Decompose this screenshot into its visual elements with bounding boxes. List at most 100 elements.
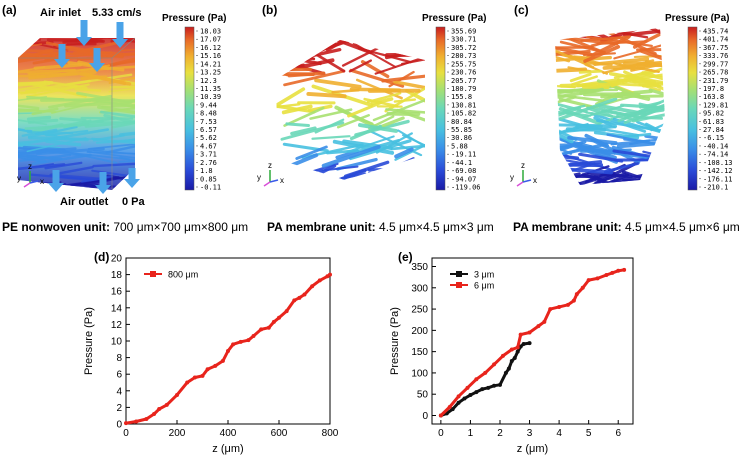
fiber (582, 61, 613, 67)
fiber (630, 63, 665, 72)
data-point (220, 358, 225, 363)
x-tick-label: 2 (497, 428, 503, 439)
fiber (555, 171, 616, 185)
data-point (438, 413, 443, 418)
fiber (21, 35, 77, 36)
fiber (555, 176, 582, 185)
fiber (290, 126, 317, 136)
colorbar-tick-label: 180.79 (451, 85, 476, 93)
fiber (593, 130, 640, 140)
fiber (298, 40, 350, 60)
caption-b: PA membrane unit: 4.5 μm×4.5 μm×3 μm (267, 220, 494, 234)
y-tick-label: 200 (411, 326, 428, 337)
data-point (616, 268, 621, 273)
y-tick-label: 18 (111, 270, 123, 281)
fiber (569, 72, 592, 83)
fiber (36, 147, 105, 156)
colorbar-tick-label: -0.11 (200, 184, 221, 192)
colorbar-tick-label: -40.14 (703, 142, 728, 150)
fiber (381, 74, 425, 83)
x-axis-label: z (μm) (517, 443, 548, 455)
fiber (18, 107, 57, 113)
data-point (465, 385, 470, 390)
fiber (597, 115, 619, 126)
fiber (348, 139, 412, 161)
fiber (105, 143, 135, 154)
data-point (557, 304, 562, 309)
colorbar-tick-label: 17.07 (200, 36, 221, 44)
fiber (633, 54, 665, 59)
caption-c-bold: PA membrane unit: (513, 220, 622, 234)
fiber (20, 85, 78, 95)
colorbar-tick-label: 5.62 (200, 134, 217, 142)
fiber (560, 167, 614, 175)
data-point (266, 325, 271, 330)
fiber (87, 150, 135, 160)
fiber (91, 137, 135, 147)
flow-arrowhead (89, 63, 105, 72)
x-tick-label: 0 (438, 428, 444, 439)
fiber (275, 58, 335, 76)
fiber (555, 49, 591, 59)
air-inlet-label: Air inlet (40, 7, 81, 19)
fiber (83, 72, 127, 86)
y-axis-label: Pressure (Pa) (83, 307, 95, 375)
axis-x-label: x (40, 177, 44, 186)
fiber (39, 51, 94, 57)
outlet-arrows (48, 168, 140, 194)
flow-arrowhead (112, 39, 128, 48)
caption-a-bold: PE nonwoven unit: (2, 220, 110, 234)
fiber (616, 139, 665, 149)
data-point (527, 341, 532, 346)
y-tick-label: 4 (116, 386, 122, 397)
fiber (598, 103, 647, 116)
fiber (584, 133, 609, 148)
fiber (559, 141, 583, 151)
chart-e: (e) 0 1 2 3 4 5 6 0 50 100 150 200 250 300 350 z (μm) Pr… (389, 250, 634, 455)
caption-c-rest: 4.5 μm×4.5 μm×6 μm (622, 220, 740, 234)
fiber (555, 172, 581, 182)
y-axis-label: Pressure (Pa) (389, 307, 401, 375)
fiber (555, 67, 588, 74)
fiber (556, 87, 605, 99)
data-point (192, 375, 197, 380)
colorbar-tick-label: 16.12 (200, 44, 221, 52)
colorbar-tick-label: -19.11 (451, 151, 476, 159)
fiber (314, 118, 345, 134)
data-point (231, 342, 236, 347)
y-tick-label: 12 (111, 320, 123, 331)
colorbar-tick-label: -69.08 (451, 167, 476, 175)
colorbar-tick-label: 3.71 (200, 151, 217, 159)
fiber (18, 68, 77, 74)
inlet-arrows (54, 20, 128, 72)
colorbar-tick-label: 11.35 (200, 85, 221, 93)
colorbar-tick-label: 4.67 (200, 142, 217, 150)
colorbar-tick-label: -6.15 (703, 134, 724, 142)
fiber (555, 145, 593, 164)
fiber (72, 40, 120, 55)
colorbar-tick-label: 10.39 (200, 93, 221, 101)
legend-marker (456, 282, 462, 288)
data-point (297, 295, 302, 300)
fiber (374, 56, 425, 75)
colorbar-tick-label: 61.83 (703, 118, 724, 126)
axis-triad-c: z y x (510, 161, 537, 187)
flow-arrowhead (124, 179, 140, 188)
data-point (580, 285, 585, 290)
x-tick-label: 3 (527, 428, 533, 439)
data-point (328, 272, 332, 277)
fiber (390, 143, 425, 151)
y-tick-label: 0 (422, 411, 428, 422)
fiber (87, 143, 135, 150)
legend-marker (150, 271, 156, 277)
x-tick-label: 0 (123, 428, 129, 439)
fiber (600, 94, 664, 99)
data-point (238, 339, 243, 344)
fiber (631, 108, 665, 123)
fiber (360, 60, 390, 79)
chart-d: (d) 0 200 400 600 800 0 2 4 6 8 10 12 14 16 18 20 z (μm)… (83, 250, 339, 455)
fiber (348, 59, 373, 73)
fiber (88, 38, 117, 41)
axis-x-label: x (280, 176, 284, 185)
fiber (343, 160, 390, 178)
